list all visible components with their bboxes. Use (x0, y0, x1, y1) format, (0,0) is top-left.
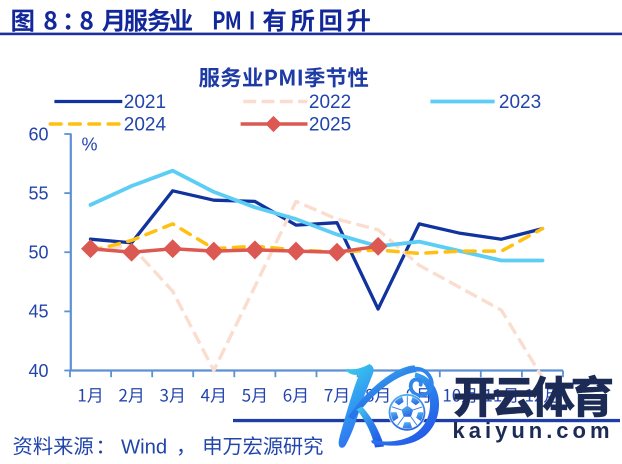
svg-text:50: 50 (28, 243, 48, 263)
svg-text:55: 55 (28, 183, 48, 203)
svg-text:2023: 2023 (499, 92, 541, 113)
svg-text:2021: 2021 (124, 92, 166, 113)
svg-text:2024: 2024 (124, 115, 167, 136)
svg-text:%: % (82, 135, 98, 155)
svg-text:kaiyun.com: kaiyun.com (453, 418, 614, 443)
svg-text:60: 60 (28, 124, 48, 144)
svg-text:45: 45 (28, 302, 48, 322)
svg-text:2022: 2022 (309, 92, 351, 113)
svg-text:Wind: Wind (121, 437, 167, 459)
svg-text:2025: 2025 (309, 115, 351, 136)
svg-text:40: 40 (28, 361, 48, 381)
